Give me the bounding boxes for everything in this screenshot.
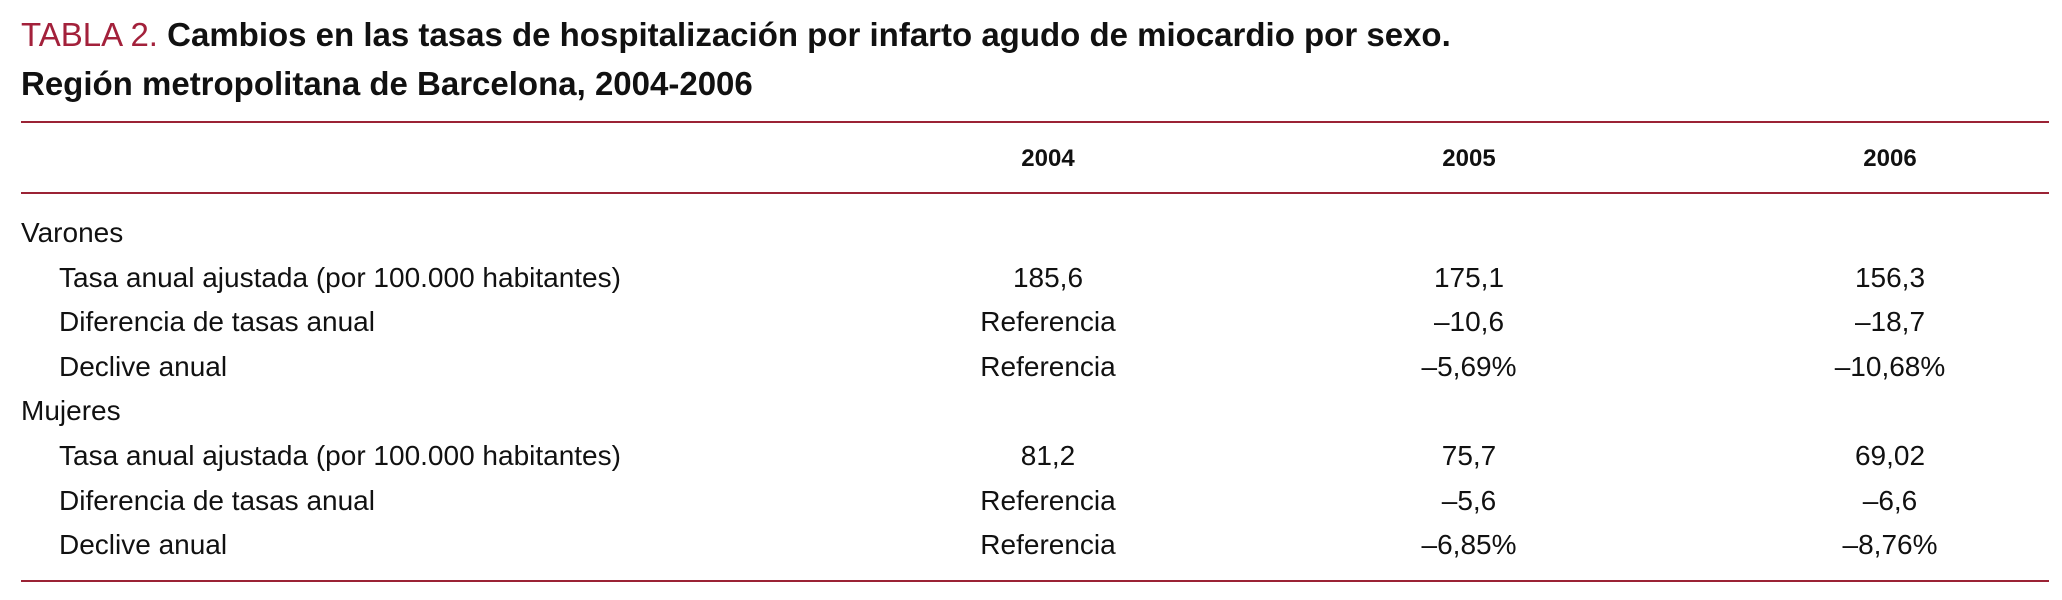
cell-value: 156,3 bbox=[1854, 261, 1926, 293]
cell-value: 185,6 bbox=[1012, 261, 1084, 293]
column-header: 2005 bbox=[1442, 145, 1496, 172]
cell-value: Referencia bbox=[980, 350, 1116, 382]
top-rule bbox=[21, 121, 2049, 123]
table-label: TABLA 2. bbox=[21, 16, 158, 53]
column-header: 2004 bbox=[1021, 145, 1075, 172]
column-header: 2006 bbox=[1863, 145, 1917, 172]
cell-value: –5,69% bbox=[1421, 350, 1517, 382]
cell-value: –10,6 bbox=[1433, 306, 1505, 338]
cell-value: –8,76% bbox=[1842, 529, 1938, 561]
group-label: Mujeres bbox=[21, 395, 121, 427]
cell-value: –5,6 bbox=[1441, 484, 1497, 516]
row-label: Tasa anual ajustada (por 100.000 habitan… bbox=[59, 440, 621, 471]
cell-value: –6,6 bbox=[1862, 484, 1918, 516]
bottom-rule bbox=[21, 580, 2049, 582]
cell-value: –18,7 bbox=[1854, 306, 1926, 338]
row-label: Declive anual bbox=[59, 350, 228, 382]
row-label: Diferencia de tasas anual bbox=[59, 484, 375, 516]
cell-value: –10,68% bbox=[1834, 350, 1946, 382]
cell-value: –6,85% bbox=[1421, 529, 1517, 561]
cell-value: Referencia bbox=[980, 484, 1116, 516]
cell-value: Referencia bbox=[980, 529, 1116, 561]
cell-value: 75,7 bbox=[1441, 440, 1497, 471]
cell-value: 81,2 bbox=[1020, 440, 1076, 471]
group-label: Varones bbox=[21, 217, 124, 248]
row-label: Tasa anual ajustada (por 100.000 habitan… bbox=[59, 261, 621, 293]
table-subtitle: Región metropolitana de Barcelona, 2004-… bbox=[21, 65, 753, 102]
row-label: Declive anual bbox=[59, 529, 228, 561]
header-rule bbox=[21, 192, 2049, 194]
cell-value: 69,02 bbox=[1854, 440, 1926, 471]
cell-value: Referencia bbox=[980, 306, 1116, 338]
table-title: Cambios en las tasas de hospitalización … bbox=[167, 16, 1451, 53]
row-label: Diferencia de tasas anual bbox=[59, 306, 375, 338]
title-line: TABLA 2. Cambios en las tasas de hospita… bbox=[21, 15, 1451, 55]
cell-value: 175,1 bbox=[1433, 261, 1505, 293]
